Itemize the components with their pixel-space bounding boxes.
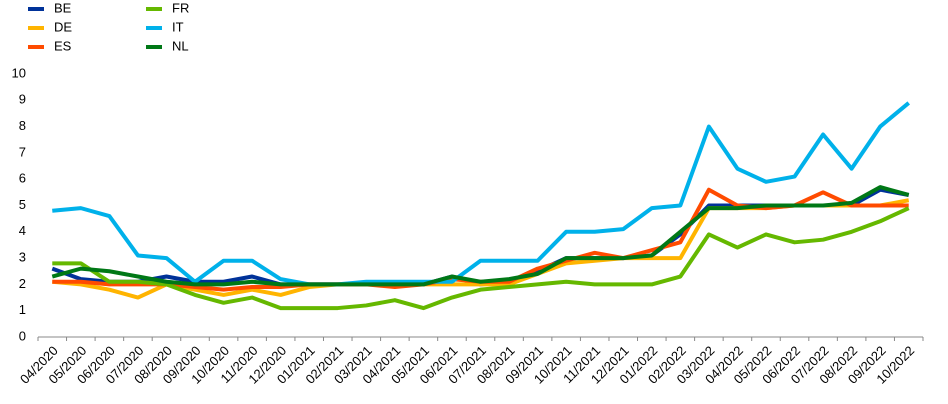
legend-label: ES bbox=[54, 38, 72, 53]
y-tick-label: 1 bbox=[19, 302, 26, 317]
legend-label: NL bbox=[172, 38, 189, 53]
y-tick-label: 5 bbox=[19, 197, 26, 212]
legend-label: BE bbox=[54, 0, 72, 15]
line-series bbox=[52, 101, 911, 287]
y-tick-label: 3 bbox=[19, 250, 26, 265]
y-tick-label: 4 bbox=[19, 223, 26, 238]
line-series bbox=[51, 185, 910, 287]
y-tick-label: 10 bbox=[12, 65, 26, 80]
y-tick-label: 7 bbox=[19, 144, 26, 159]
y-tick-label: 6 bbox=[19, 171, 26, 186]
legend-label: DE bbox=[54, 19, 72, 34]
y-tick-label: 9 bbox=[19, 92, 26, 107]
y-tick-label: 8 bbox=[19, 118, 26, 133]
y-tick-label: 0 bbox=[19, 328, 26, 343]
legend-label: FR bbox=[172, 0, 189, 15]
line-series bbox=[52, 206, 910, 311]
legend-label: IT bbox=[172, 19, 184, 34]
y-tick-label: 2 bbox=[19, 276, 26, 291]
